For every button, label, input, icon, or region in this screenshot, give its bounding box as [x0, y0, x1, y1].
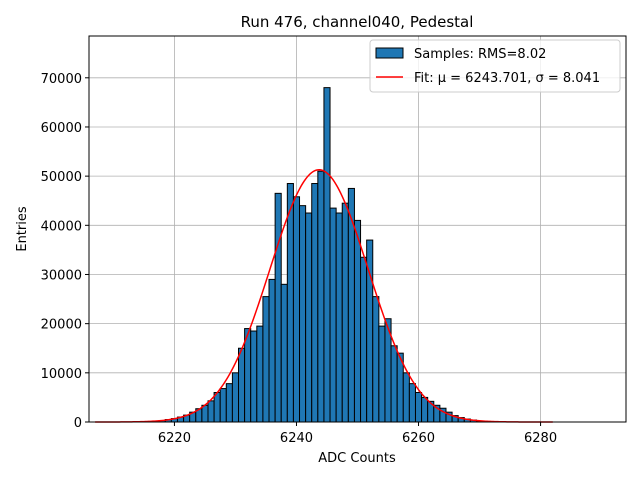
- histogram-bar: [317, 170, 325, 423]
- histogram-bar: [250, 330, 258, 423]
- histogram-bar: [213, 391, 221, 423]
- y-axis-label: Entries: [15, 206, 30, 252]
- histogram-bar: [329, 207, 337, 423]
- x-tick-label: 6260: [402, 431, 435, 446]
- histogram-bar: [231, 372, 240, 423]
- legend-label-fit: Fit: μ = 6243.701, σ = 8.041: [414, 71, 600, 86]
- legend-label-samples: Samples: RMS=8.02: [414, 47, 546, 62]
- x-axis-label: ADC Counts: [318, 451, 396, 466]
- y-tick-label: 50000: [41, 170, 82, 185]
- gaussian-fit-curve: [95, 168, 553, 423]
- plot-frame: [88, 35, 627, 423]
- histogram-bar: [201, 404, 209, 423]
- histogram-bar: [360, 256, 368, 423]
- legend: Samples: RMS=8.02 Fit: μ = 6243.701, σ =…: [369, 39, 621, 93]
- y-tick-label: 40000: [41, 219, 82, 234]
- y-tick-label: 20000: [41, 318, 82, 333]
- histogram-bar: [244, 328, 252, 423]
- histogram-bar: [280, 283, 288, 423]
- histogram-bar: [262, 296, 270, 423]
- x-axis-ticks: 6220 6240 6260 6280: [158, 422, 557, 446]
- histogram-bar: [311, 183, 319, 423]
- histogram-bar: [323, 87, 331, 423]
- histogram-bar: [207, 400, 215, 423]
- histogram-bar: [299, 205, 307, 423]
- histogram-bar: [238, 347, 246, 423]
- chart-title: Run 476, channel040, Pedestal: [241, 13, 474, 31]
- x-tick-label: 6220: [158, 431, 191, 446]
- histogram-bar: [292, 196, 301, 423]
- y-tick-label: 10000: [41, 367, 82, 382]
- histogram-bar: [219, 388, 227, 423]
- legend-swatch-samples: [375, 47, 404, 59]
- histogram-bar: [378, 325, 386, 423]
- histogram-bar: [421, 396, 429, 423]
- histogram-bar: [414, 391, 423, 423]
- histogram-bar: [305, 212, 313, 423]
- x-tick-label: 6280: [524, 431, 557, 446]
- histogram-bar: [341, 202, 349, 423]
- histogram-bar: [372, 296, 380, 423]
- histogram-bar: [256, 325, 264, 423]
- y-tick-label: 70000: [41, 72, 82, 87]
- y-tick-label: 0: [74, 416, 82, 431]
- y-axis-ticks: 0 10000 20000 30000 40000 50000 60000 70000: [41, 72, 89, 431]
- histogram-bar: [335, 212, 343, 423]
- histogram-bar: [225, 383, 233, 423]
- legend-box: [369, 39, 621, 93]
- histogram-bar: [390, 345, 398, 423]
- histogram-bar: [268, 278, 276, 423]
- histogram-bar: [408, 383, 416, 423]
- histogram-bar: [402, 372, 410, 423]
- histogram-bar: [353, 219, 362, 423]
- histogram-bars: [158, 87, 484, 423]
- y-tick-label: 60000: [41, 121, 82, 136]
- histogram-bar: [286, 183, 294, 423]
- y-tick-label: 30000: [41, 268, 82, 283]
- histogram-bar: [274, 192, 282, 423]
- x-tick-label: 6240: [280, 431, 313, 446]
